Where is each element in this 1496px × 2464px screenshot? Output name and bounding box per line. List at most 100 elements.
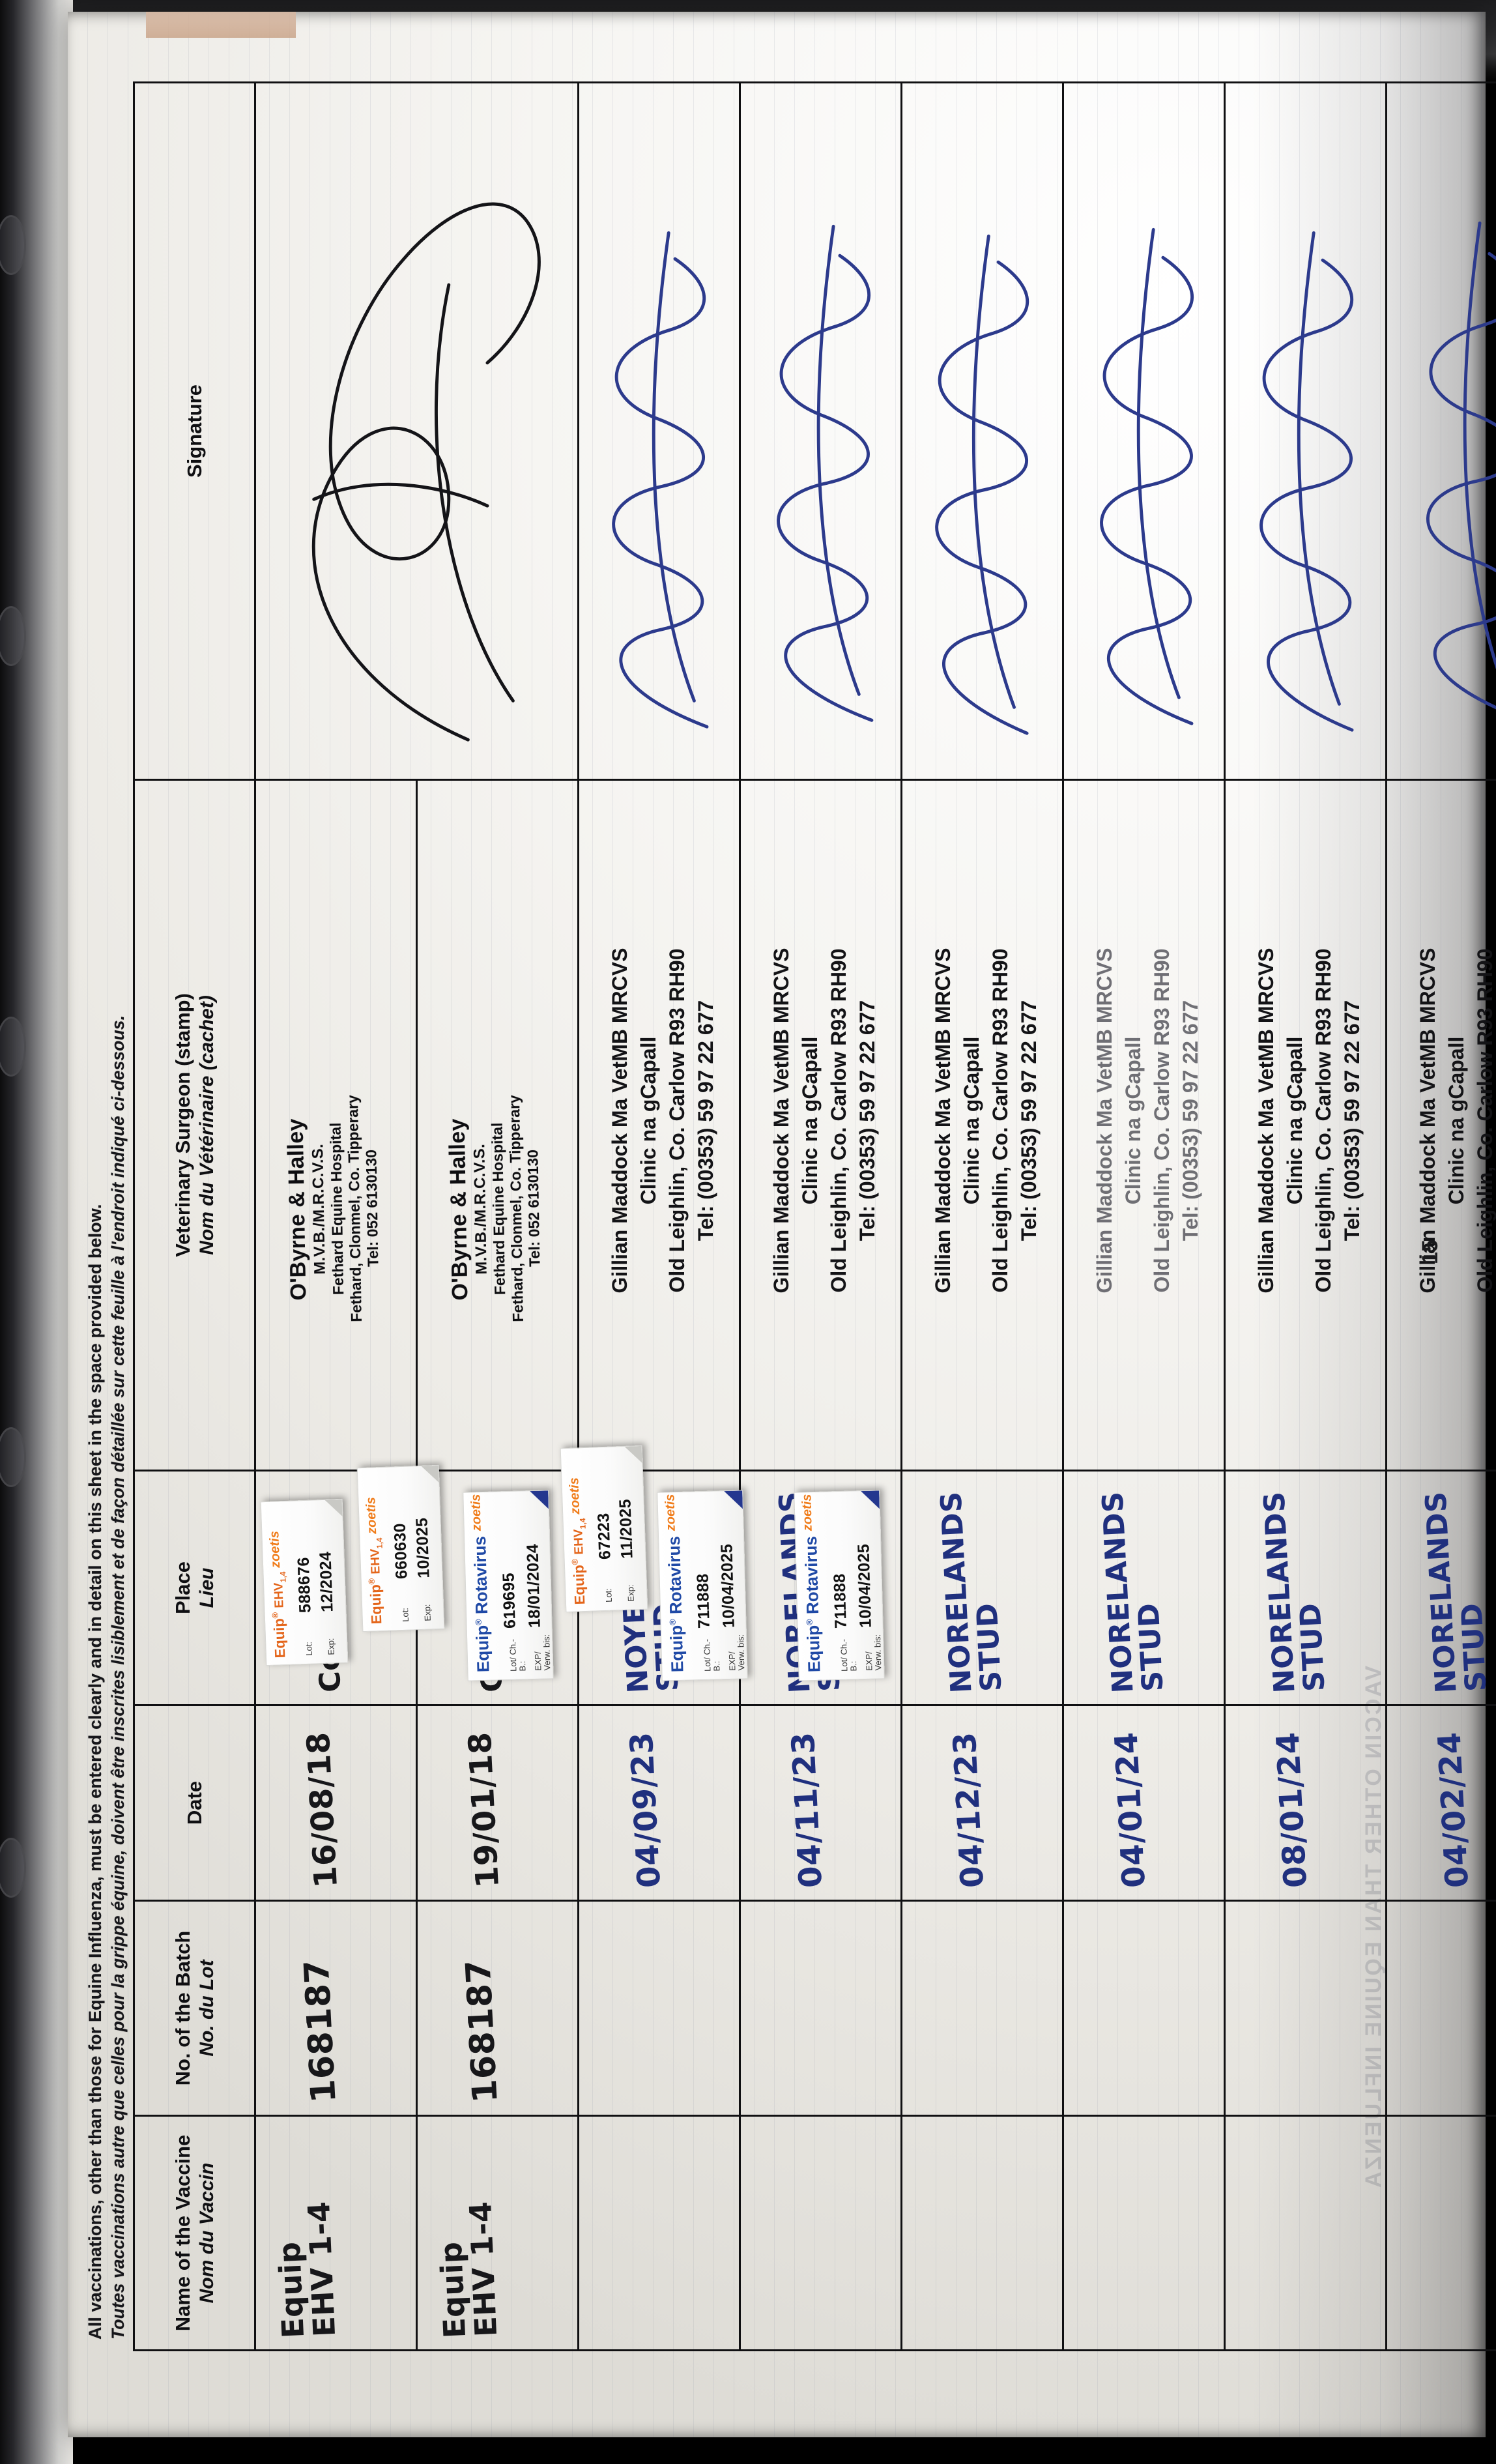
vaccine-sticker[interactable]: Equip® Rotavirus zoetis Lot/ Ch.-B.: 711…: [794, 1490, 885, 1681]
signature-scribble-blue: [1226, 83, 1385, 779]
cell-date[interactable]: 04/09/23: [578, 1705, 740, 1901]
vet-phone: Tel: (00353) 59 97 22 677: [1179, 1000, 1203, 1241]
cell-batch[interactable]: [1386, 1900, 1496, 2116]
cell-date[interactable]: 04/12/23: [901, 1705, 1063, 1901]
sticker-brand: Equip® Rotavirus: [664, 1535, 687, 1673]
vaccine-sticker[interactable]: Equip® EHV1,4 zoetis Lot: 588676 Exp: 12…: [260, 1498, 349, 1666]
cell-vet[interactable]: Gillian Maddock Ma VetMB MRCVS Clinic na…: [1063, 779, 1225, 1471]
cell-place[interactable]: NORELANDS STUD: [901, 1470, 1063, 1705]
col-header-vaccine-en: Name of the Vaccine: [171, 2134, 194, 2332]
sticker-exp-key: Exp:: [626, 1584, 636, 1602]
page-shadow: [1251, 12, 1486, 2437]
zoetis-logo: zoetis: [799, 1494, 815, 1531]
vet-printed-block: Gillian Maddock Ma VetMB MRCVS Clinic na…: [1413, 794, 1496, 1447]
passport-page: VACCIN OTHER THAN EQUINE INFLUENZA All v…: [68, 12, 1496, 2437]
signature-scribble-black: [256, 83, 577, 779]
cell-signature[interactable]: [1063, 82, 1225, 780]
table-row: 04/12/23 NORELANDS STUD Gillian Maddock …: [901, 82, 1063, 2351]
sticker-exp-key: Exp:: [422, 1604, 433, 1621]
sticker-exp-key: EXP/ Verw. bis:: [726, 1634, 747, 1672]
handwriting-vaccine: Equip EHV 1-4: [271, 2200, 343, 2340]
binder-ring: [0, 606, 26, 666]
handwriting-date: 04/11/23: [784, 1731, 829, 1889]
sticker-exp-value: 12/2024: [316, 1551, 337, 1613]
table-header-row: Name of the Vaccine Nom du Vaccin No. of…: [134, 82, 255, 2351]
table-row: 04/11/23 NORELANDS STUD Gillian Maddock …: [740, 82, 902, 2351]
cell-signature[interactable]: [255, 82, 579, 780]
cell-date[interactable]: 19/01/18: [416, 1705, 579, 1901]
cell-date[interactable]: 16/08/18: [255, 1705, 417, 1901]
cell-vet[interactable]: Gillian Maddock Ma VetMB MRCVS Clinic na…: [578, 779, 740, 1471]
cell-place[interactable]: NORELANDS STUD: [1386, 1470, 1496, 1705]
sticker-product: EHV: [368, 1548, 383, 1574]
cell-vaccine[interactable]: [901, 2115, 1063, 2351]
col-header-place: Place Lieu: [134, 1470, 255, 1705]
cell-signature[interactable]: [740, 82, 902, 780]
cell-date[interactable]: 08/01/24: [1224, 1705, 1387, 1901]
cell-date[interactable]: 04/01/24: [1063, 1705, 1225, 1901]
cell-batch[interactable]: [1224, 1900, 1387, 2116]
sticker-peel-corner: [324, 1499, 343, 1517]
cell-vet[interactable]: Gillian Maddock Ma VetMB MRCVS Clinic na…: [1386, 779, 1496, 1471]
sticker-lot-value: 588676: [294, 1556, 315, 1614]
cell-date[interactable]: 04/11/23: [740, 1705, 902, 1901]
handwriting-date: 04/09/23: [623, 1731, 668, 1889]
vet-name: Gillian Maddock Ma VetMB MRCVS: [770, 948, 793, 1294]
cell-batch[interactable]: [901, 1900, 1063, 2116]
vet-clinic: Clinic na gCapall: [960, 1036, 984, 1205]
cell-vaccine[interactable]: [1386, 2115, 1496, 2351]
cell-vet[interactable]: O'Byrne & Halley M.V.B./M.R.C.V.S. Fetha…: [255, 779, 417, 1471]
cell-batch[interactable]: [578, 1900, 740, 2116]
handwriting-place: NORELANDS STUD: [1096, 1490, 1170, 1694]
cell-vet[interactable]: O'Byrne & Halley M.V.B./M.R.C.V.S. Fetha…: [416, 779, 579, 1471]
cell-batch[interactable]: [740, 1900, 902, 2116]
vet-clinic: Clinic na gCapall: [798, 1036, 822, 1205]
instruction-fr: Toutes vaccinations autre que celles pou…: [108, 1015, 128, 2340]
cell-signature[interactable]: [578, 82, 740, 780]
table-row: 04/02/24 NORELANDS STUD Gillian Maddock …: [1386, 82, 1496, 2351]
cell-vet[interactable]: Gillian Maddock Ma VetMB MRCVS Clinic na…: [1224, 779, 1387, 1471]
sticker-lot-key: Lot/ Ch.-B.:: [702, 1638, 722, 1672]
cell-signature[interactable]: [901, 82, 1063, 780]
sticker-exp-key: Exp:: [326, 1638, 336, 1655]
ruled-lines: [68, 12, 1486, 2437]
cell-vaccine[interactable]: [1063, 2115, 1225, 2351]
vaccine-sticker[interactable]: Equip® Rotavirus zoetis Lot/ Ch.-B.: 711…: [657, 1490, 748, 1681]
handwriting-date: 19/01/18: [461, 1731, 506, 1889]
vaccine-sticker[interactable]: Equip® EHV1,4 zoetis Lot: 660630 Exp: 10…: [356, 1464, 445, 1632]
sticker-lot-value: 67223: [594, 1512, 614, 1560]
cell-vet[interactable]: Gillian Maddock Ma VetMB MRCVS Clinic na…: [740, 779, 902, 1471]
vet-printed-block: Gillian Maddock Ma VetMB MRCVS Clinic na…: [767, 794, 882, 1447]
cell-vaccine[interactable]: Equip EHV 1-4: [255, 2115, 417, 2351]
sticker-brand: Equip® EHV1,4: [270, 1571, 289, 1659]
col-header-date-en: Date: [182, 1780, 206, 1825]
vaccine-sticker[interactable]: Equip® Rotavirus zoetis Lot/ Ch.-B.: 619…: [463, 1490, 554, 1681]
cell-vaccine[interactable]: [740, 2115, 902, 2351]
table-row: 04/01/24 NORELANDS STUD Gillian Maddock …: [1063, 82, 1225, 2351]
cell-date[interactable]: 04/02/24: [1386, 1705, 1496, 1901]
cell-vaccine[interactable]: [578, 2115, 740, 2351]
vet-phone: Tel: (00353) 59 97 22 677: [1340, 1000, 1364, 1241]
vet-name: Gillian Maddock Ma VetMB MRCVS: [1093, 948, 1116, 1294]
sticker-lot-value: 711888: [693, 1573, 713, 1629]
cell-vaccine[interactable]: Equip EHV 1-4: [416, 2115, 579, 2351]
zoetis-logo: zoetis: [663, 1494, 678, 1531]
vet-printed-block: Gillian Maddock Ma VetMB MRCVS Clinic na…: [928, 794, 1044, 1447]
cell-batch[interactable]: [1063, 1900, 1225, 2116]
cell-signature[interactable]: [1224, 82, 1387, 780]
signature-scribble-blue: [1064, 83, 1224, 779]
cell-place[interactable]: NORELANDS STUD: [1063, 1470, 1225, 1705]
cell-signature[interactable]: [1386, 82, 1496, 780]
vaccine-sticker[interactable]: Equip® EHV1,4 zoetis Lot: 67223 Exp: 11/…: [560, 1445, 648, 1613]
cell-batch[interactable]: 168187: [255, 1900, 417, 2116]
cell-vaccine[interactable]: [1224, 2115, 1387, 2351]
cell-vet[interactable]: Gillian Maddock Ma VetMB MRCVS Clinic na…: [901, 779, 1063, 1471]
col-header-vet-en: Veterinary Surgeon (stamp): [171, 993, 194, 1257]
col-header-place-en: Place: [171, 1561, 194, 1615]
cell-place[interactable]: NORELANDS STUD: [1224, 1470, 1387, 1705]
sticker-peel-corner: [724, 1490, 743, 1510]
corner-tape: [146, 12, 296, 38]
cell-batch[interactable]: 168187: [416, 1900, 579, 2116]
handwriting-place: NORELANDS STUD: [1419, 1490, 1493, 1694]
